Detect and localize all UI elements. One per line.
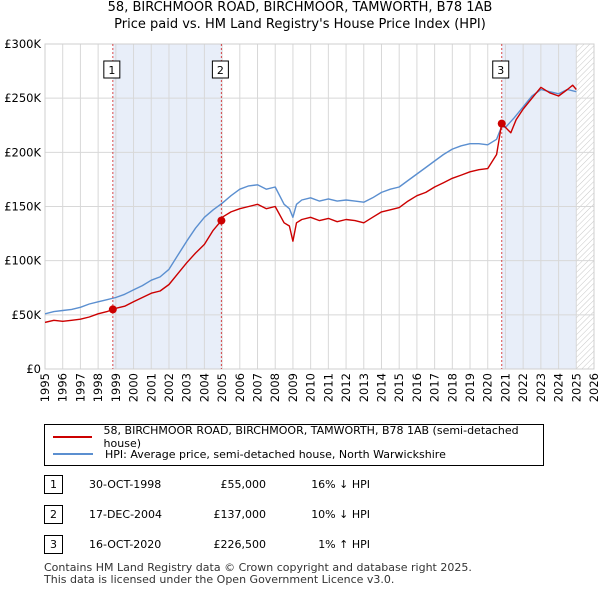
x-tick-label: 1998 (91, 373, 105, 402)
x-tick-label: 2002 (162, 373, 176, 402)
x-tick-label: 2001 (144, 373, 158, 402)
legend-entry-hpi: HPI: Average price, semi-detached house,… (53, 447, 446, 461)
hpi-series-line (45, 88, 577, 315)
sale-point (497, 119, 506, 128)
legend-swatch-hpi (53, 453, 93, 455)
sale-label-box (103, 60, 121, 79)
x-tick-label: 2026 (587, 373, 600, 402)
x-tick-label: 2016 (410, 373, 424, 402)
sale-price: £137,000 (213, 508, 267, 521)
x-tick-label: 2010 (304, 373, 318, 402)
x-tick-label: 2021 (498, 373, 512, 402)
y-tick-label: £50K (12, 308, 42, 322)
sale-number-badge: 2 (44, 505, 63, 524)
y-tick-label: £100K (4, 254, 41, 268)
x-tick-label: 2006 (233, 373, 247, 402)
x-tick-label: 1999 (109, 373, 123, 402)
sale-date: 30-OCT-1998 (89, 478, 162, 491)
footer-copyright: Contains HM Land Registry data © Crown c… (44, 561, 472, 574)
chart-title: 58, BIRCHMOOR ROAD, BIRCHMOOR, TAMWORTH,… (107, 0, 493, 15)
sale-number-badge: 3 (44, 535, 63, 554)
y-tick-label: £300K (4, 37, 41, 51)
sale-hpi-diff: 10% ↓ HPI (311, 508, 370, 521)
sale-price: £226,500 (213, 538, 267, 551)
x-tick-label: 2023 (534, 373, 548, 402)
x-tick-label: 2007 (251, 373, 265, 402)
sale-date: 16-OCT-2020 (89, 538, 162, 551)
x-tick-label: 2014 (374, 373, 388, 402)
x-tick-label: 2019 (463, 373, 477, 402)
sale-hpi-diff: 1% ↑ HPI (318, 538, 370, 551)
sale-row-2: 2 17-DEC-2004 £137,000 10% ↓ HPI (0, 505, 600, 525)
x-tick-label: 2025 (569, 373, 583, 402)
x-tick-label: 1995 (38, 373, 52, 402)
sale-label-number: 3 (497, 64, 504, 77)
sale-hpi-diff: 16% ↓ HPI (311, 478, 370, 491)
sale-label-number: 2 (217, 64, 224, 77)
x-tick-label: 2015 (392, 373, 406, 402)
legend-entry-property: 58, BIRCHMOOR ROAD, BIRCHMOOR, TAMWORTH,… (53, 424, 543, 450)
sale-row-1: 1 30-OCT-1998 £55,000 16% ↓ HPI (0, 475, 600, 495)
plot-frame (44, 43, 595, 370)
x-tick-label: 2003 (180, 373, 194, 402)
x-tick-label: 2005 (215, 373, 229, 402)
sale-date: 17-DEC-2004 (89, 508, 163, 521)
x-tick-label: 2013 (357, 373, 371, 402)
property-series-line (45, 84, 577, 324)
legend-label-property: 58, BIRCHMOOR ROAD, BIRCHMOOR, TAMWORTH,… (103, 424, 519, 450)
sale-label-box (211, 60, 229, 79)
y-tick-label: £150K (4, 200, 41, 214)
legend-swatch-property (53, 436, 92, 438)
y-tick-label: £250K (4, 91, 41, 105)
footer-licence: This data is licensed under the Open Gov… (44, 573, 395, 586)
x-tick-label: 2018 (445, 373, 459, 402)
sale-label-number: 1 (108, 64, 115, 77)
sale-row-3: 3 16-OCT-2020 £226,500 1% ↑ HPI (0, 535, 600, 555)
x-tick-label: 2000 (127, 373, 141, 402)
x-tick-label: 2012 (339, 373, 353, 402)
x-tick-label: 2017 (428, 373, 442, 402)
sale-label-box (492, 60, 510, 79)
x-tick-label: 1997 (73, 373, 87, 402)
legend-label-hpi: HPI: Average price, semi-detached house,… (105, 447, 446, 461)
x-tick-label: 2004 (197, 373, 211, 402)
sale-point (108, 305, 117, 314)
sale-price: £55,000 (220, 478, 267, 491)
x-tick-label: 2022 (516, 373, 530, 402)
x-tick-label: 2024 (552, 373, 566, 402)
sale-point (217, 216, 226, 225)
sale-number-badge: 1 (44, 475, 63, 494)
x-tick-label: 2009 (286, 373, 300, 402)
x-tick-label: 2020 (481, 373, 495, 402)
y-tick-label: £200K (4, 145, 41, 159)
chart-subtitle: Price paid vs. HM Land Registry's House … (114, 17, 486, 32)
x-tick-label: 2008 (268, 373, 282, 402)
y-tick-label: £0 (26, 362, 41, 376)
x-tick-label: 2011 (321, 373, 335, 402)
x-tick-label: 1996 (56, 373, 70, 402)
chart-legend: 58, BIRCHMOOR ROAD, BIRCHMOOR, TAMWORTH,… (44, 424, 544, 466)
